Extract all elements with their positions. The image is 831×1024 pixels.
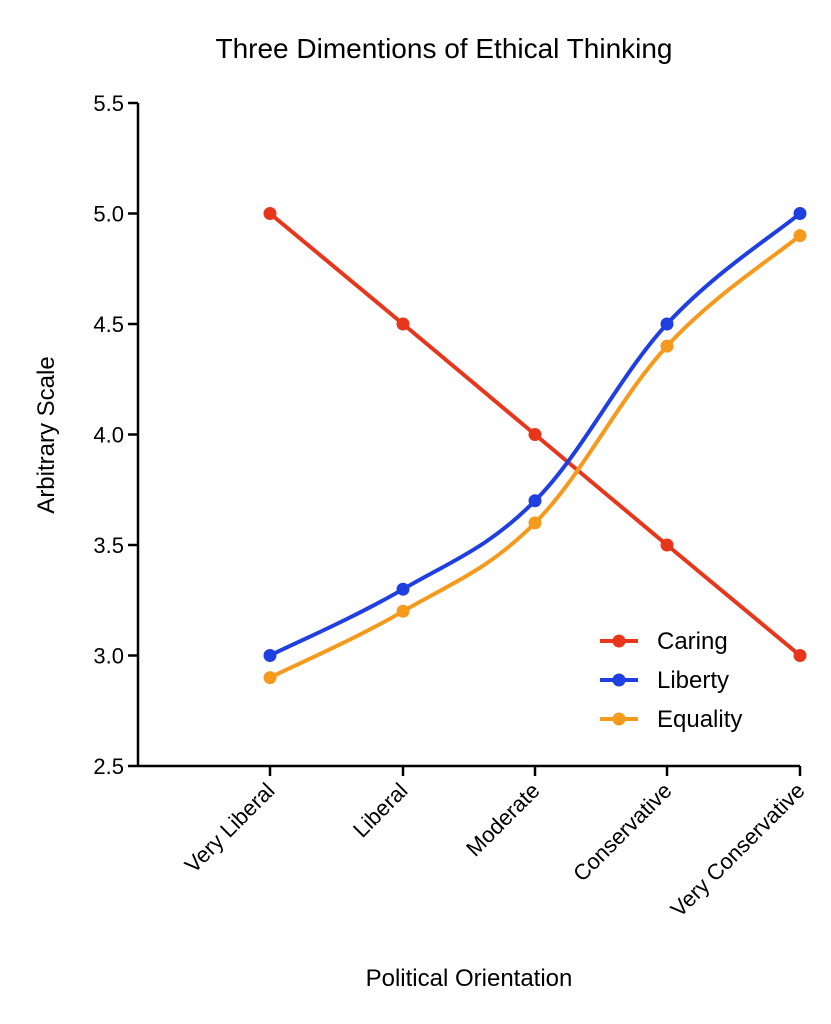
x-tick-label: Very Conservative bbox=[666, 778, 810, 922]
legend-label: Caring bbox=[657, 628, 728, 655]
x-axis-title: Political Orientation bbox=[366, 965, 573, 992]
y-tick-label: 3.5 bbox=[93, 533, 124, 558]
legend-swatch-marker bbox=[612, 673, 626, 687]
y-tick-label: 3.0 bbox=[93, 644, 124, 669]
caring-point bbox=[793, 649, 807, 662]
y-tick-label: 2.5 bbox=[93, 754, 124, 779]
y-tick-label: 5.0 bbox=[93, 202, 124, 227]
x-tick-label: Moderate bbox=[461, 778, 544, 861]
legend-item-liberty: Liberty bbox=[600, 667, 729, 694]
axes: 2.5 3.0 3.5 4.0 4.5 5.0 5.5 Very Liberal Liberal… bbox=[93, 91, 809, 922]
legend-item-caring: Caring bbox=[600, 628, 728, 655]
caring-point bbox=[528, 428, 542, 441]
caring-point bbox=[396, 317, 410, 331]
liberty-point bbox=[793, 207, 807, 220]
caring-point bbox=[660, 538, 674, 552]
equality-point bbox=[263, 671, 277, 685]
y-tick-label: 4.0 bbox=[93, 423, 124, 448]
x-tick-label: Liberal bbox=[348, 778, 412, 842]
legend-item-equality: Equality bbox=[600, 706, 742, 733]
liberty-line bbox=[269, 211, 802, 658]
liberty-point bbox=[396, 582, 410, 596]
legend-label: Liberty bbox=[657, 667, 729, 694]
equality-point bbox=[660, 339, 674, 353]
series-liberty bbox=[263, 207, 807, 662]
equality-point bbox=[528, 516, 542, 530]
equality-point bbox=[396, 604, 410, 618]
series-layer bbox=[263, 207, 807, 685]
liberty-point bbox=[660, 317, 674, 331]
series-caring bbox=[263, 207, 807, 662]
legend-swatch-marker bbox=[612, 712, 626, 726]
x-tick-label: Very Liberal bbox=[180, 778, 280, 878]
equality-point bbox=[793, 229, 807, 243]
chart-title: Three Dimentions of Ethical Thinking bbox=[215, 33, 672, 64]
caring-point bbox=[263, 207, 277, 220]
legend-swatch-marker bbox=[612, 634, 626, 648]
legend: Caring Liberty Equality bbox=[600, 628, 742, 733]
y-axis-title: Arbitrary Scale bbox=[33, 356, 60, 513]
legend-label: Equality bbox=[657, 706, 742, 733]
liberty-point bbox=[263, 649, 277, 662]
y-tick-label: 4.5 bbox=[93, 312, 124, 337]
x-tick-label: Conservative bbox=[568, 778, 676, 886]
liberty-point bbox=[528, 494, 542, 508]
equality-line bbox=[269, 234, 802, 680]
y-tick-label: 5.5 bbox=[93, 91, 124, 116]
series-equality bbox=[263, 229, 807, 685]
